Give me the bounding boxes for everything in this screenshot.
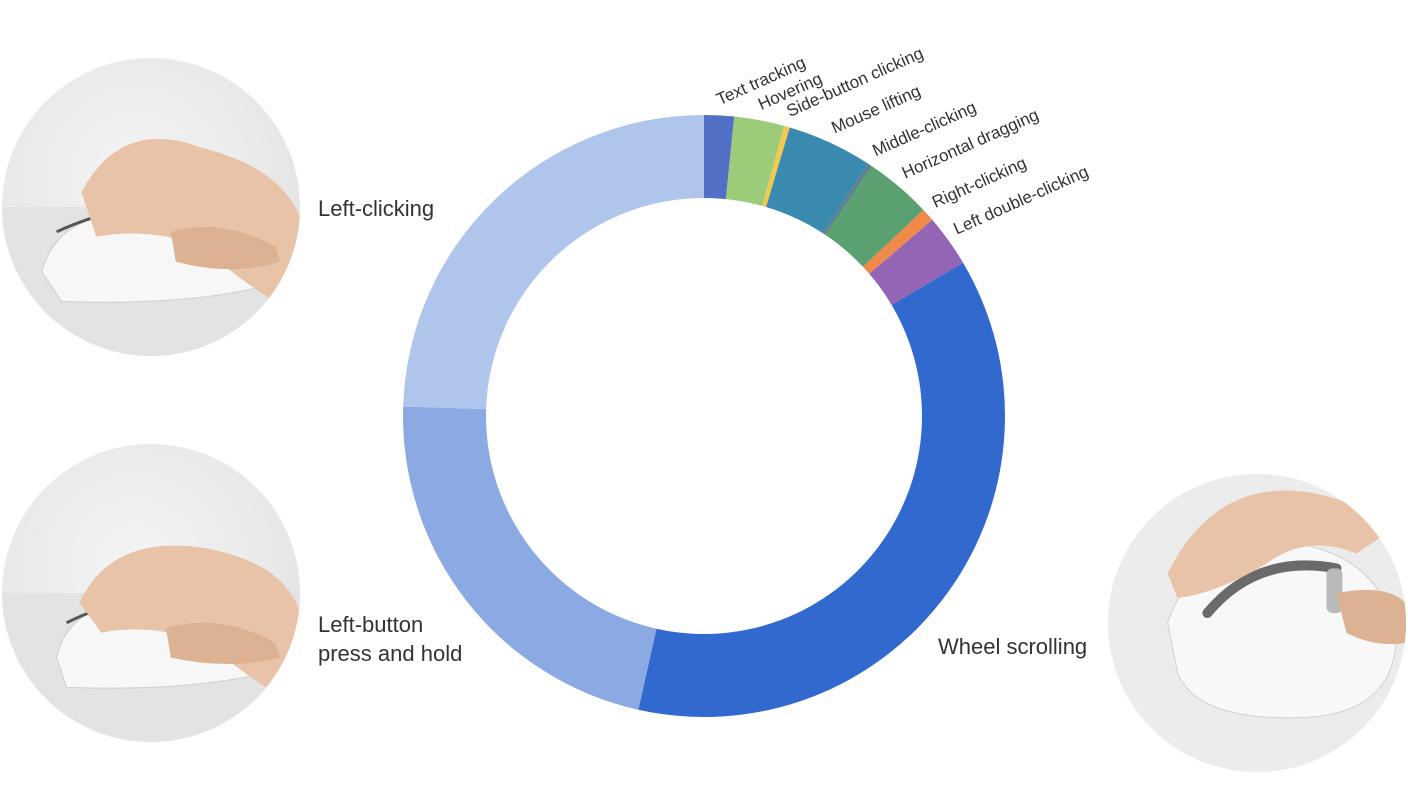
label-left-button-press-and-hold: Left-button press and hold — [318, 612, 463, 666]
slice-text-tracking — [704, 115, 735, 200]
slice-right-clicking — [862, 209, 933, 274]
slice-left-double-clicking — [869, 219, 964, 306]
slice-wheel-scrolling — [638, 262, 1005, 717]
slice-hovering — [725, 116, 785, 206]
label-left-clicking: Left-clicking — [318, 196, 435, 221]
slice-left-button-press-and-hold — [403, 406, 657, 710]
slice-middle-clicking — [823, 163, 872, 235]
slice-left-clicking — [403, 115, 704, 410]
slice-mouse-lifting — [766, 127, 869, 234]
slice-horizontal-dragging — [825, 165, 924, 267]
mouse-hand-wheel-scroll-photo — [1108, 474, 1406, 772]
mouse-hand-press-hold-photo — [2, 444, 300, 742]
label-wheel-scrolling: Wheel scrolling — [938, 634, 1088, 659]
donut-slices — [403, 115, 1005, 717]
mouse-hand-left-click-photo — [2, 58, 300, 356]
slice-side-button-clicking — [762, 125, 790, 208]
